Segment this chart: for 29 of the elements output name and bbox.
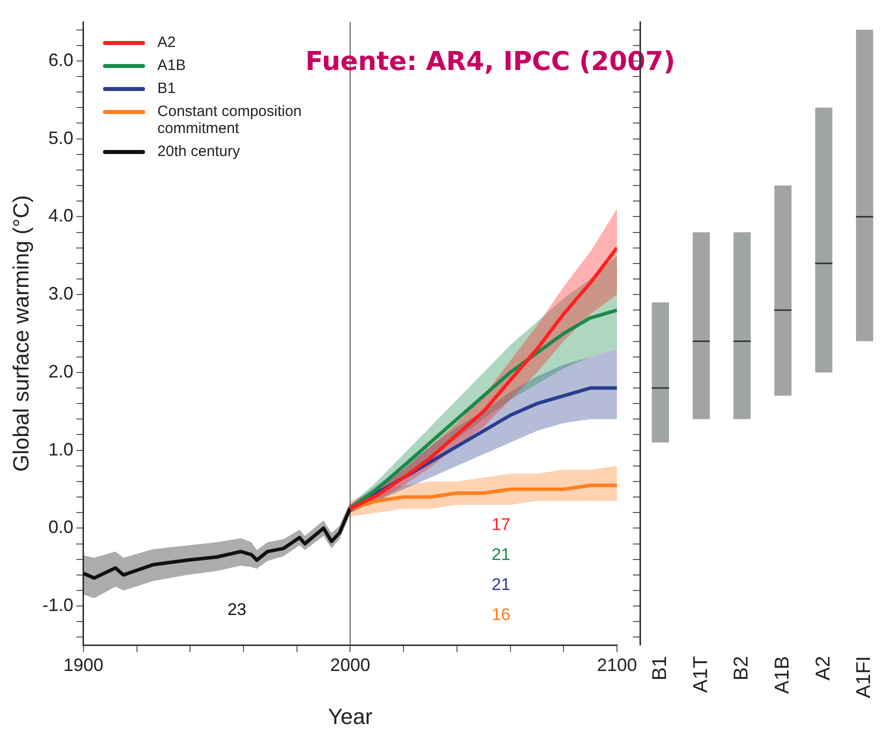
x-tick-label: A2 bbox=[812, 656, 834, 680]
x-tick-label: 2100 bbox=[596, 654, 637, 675]
y-tick-label: 6.0 bbox=[48, 50, 74, 70]
annotation: 21 bbox=[492, 575, 510, 595]
annotation: 17 bbox=[492, 515, 510, 535]
y-tick-label: 1.0 bbox=[48, 439, 74, 460]
y-tick-label: 0.0 bbox=[48, 517, 74, 538]
y-axis-title: Global surface warming (°C) bbox=[8, 195, 34, 472]
x-tick-label: A1FI bbox=[853, 656, 876, 698]
x-tick-label: 2000 bbox=[330, 654, 370, 675]
x-tick-label: B2 bbox=[730, 656, 753, 680]
x-tick-label: B1 bbox=[648, 656, 671, 680]
legend-label: Constant composition commitment bbox=[157, 103, 303, 137]
x-tick-label: 1900 bbox=[63, 654, 104, 675]
x-tick-label: A1B bbox=[771, 656, 794, 694]
legend-label: B1 bbox=[157, 80, 176, 97]
y-tick-label: 3.0 bbox=[48, 284, 74, 304]
legend-label: A1B bbox=[157, 57, 186, 74]
y-tick-label: -1.0 bbox=[42, 595, 74, 616]
x-axis-title: Year bbox=[328, 704, 372, 729]
annotation: 16 bbox=[492, 605, 510, 625]
annotation: 21 bbox=[492, 545, 510, 565]
legend-label: 20th century bbox=[157, 143, 240, 160]
y-tick-label: 2.0 bbox=[48, 361, 74, 382]
y-tick-label: 5.0 bbox=[48, 128, 74, 148]
legend-label: A2 bbox=[157, 34, 176, 51]
y-tick-label: 4.0 bbox=[48, 206, 74, 226]
x-tick-label: A1T bbox=[690, 656, 712, 693]
annotation: 23 bbox=[227, 600, 246, 620]
